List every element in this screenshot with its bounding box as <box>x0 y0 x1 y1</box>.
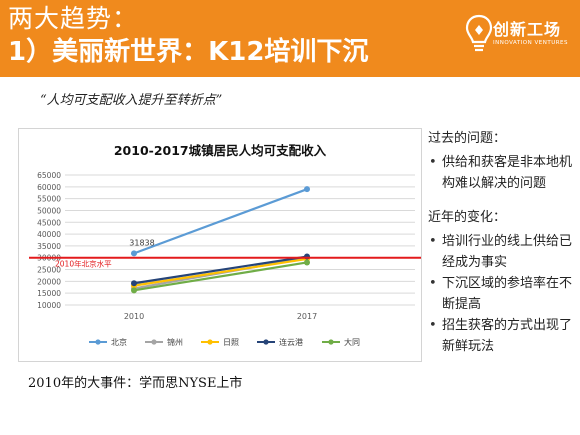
legend-label: 锦州 <box>167 337 183 347</box>
y-tick-label: 50000 <box>37 206 61 215</box>
recent-item: 培训行业的线上供给已经成为事实 <box>428 231 576 273</box>
right-panel: 过去的问题： 供给和获客是非本地机构难以解决的问题 近年的变化： 培训行业的线上… <box>428 128 576 357</box>
legend-label: 大同 <box>344 337 360 347</box>
legend-label: 连云港 <box>279 337 303 347</box>
legend-marker <box>263 339 269 345</box>
legend-marker <box>95 339 101 345</box>
series-line <box>133 261 308 292</box>
past-item: 供给和获客是非本地机构难以解决的问题 <box>428 152 576 194</box>
logo-subtext: INNOVATION VENTURES <box>493 40 569 46</box>
quote-text: “人均可支配收入提升至转折点” <box>40 93 223 108</box>
legend-marker <box>328 339 334 345</box>
y-tick-label: 10000 <box>37 301 61 310</box>
recent-heading: 近年的变化： <box>428 210 507 225</box>
legend-label: 日照 <box>223 338 239 347</box>
x-tick-label: 2010 <box>124 312 144 321</box>
lightbulb-icon <box>465 14 493 52</box>
data-point <box>131 287 137 294</box>
recent-item: 下沉区域的参培率在不断提高 <box>428 273 576 315</box>
y-tick-label: 65000 <box>37 171 61 180</box>
chart-title: 2010-2017城镇居民人均可支配收入 <box>114 143 327 158</box>
data-label: 31838 <box>129 238 154 247</box>
logo-text: 创新工场 <box>493 20 562 39</box>
reference-line-label: 2010年北京水平 <box>55 259 112 269</box>
y-tick-label: 45000 <box>37 218 61 227</box>
data-point <box>304 186 310 193</box>
brand-logo: 创新工场 INNOVATION VENTURES <box>463 10 573 66</box>
series-line <box>133 255 308 285</box>
y-tick-label: 60000 <box>37 183 61 192</box>
x-tick-label: 2017 <box>297 312 317 321</box>
series-line <box>133 257 308 287</box>
y-tick-label: 15000 <box>37 289 61 298</box>
y-tick-label: 20000 <box>37 277 61 286</box>
event-text: 2010年的大事件：学而思NYSE上市 <box>28 376 243 391</box>
data-point <box>304 259 310 266</box>
page-title-line2: 1）美丽新世界：K12培训下沉 <box>8 37 369 67</box>
chart-container: 2010-2017城镇居民人均可支配收入 10000 15000 20000 25000… <box>18 128 422 362</box>
legend-label: 北京 <box>111 337 127 347</box>
legend-marker <box>207 339 213 345</box>
income-line-chart: 2010-2017城镇居民人均可支配收入 10000 15000 20000 25000… <box>29 143 421 347</box>
page-title-line1: 两大趋势： <box>8 4 139 33</box>
legend-marker <box>151 339 157 345</box>
past-heading: 过去的问题： <box>428 131 507 146</box>
y-tick-label: 25000 <box>37 266 61 275</box>
data-point <box>131 250 137 257</box>
recent-item: 招生获客的方式出现了新鲜玩法 <box>428 315 576 357</box>
y-tick-label: 40000 <box>37 230 61 239</box>
header-banner: 两大趋势： 1）美丽新世界：K12培训下沉 创新工场 INNOVATION VE… <box>0 0 580 77</box>
y-tick-label: 55000 <box>37 195 61 204</box>
data-point <box>131 280 137 287</box>
y-tick-label: 35000 <box>37 242 61 251</box>
series-line <box>133 188 308 255</box>
